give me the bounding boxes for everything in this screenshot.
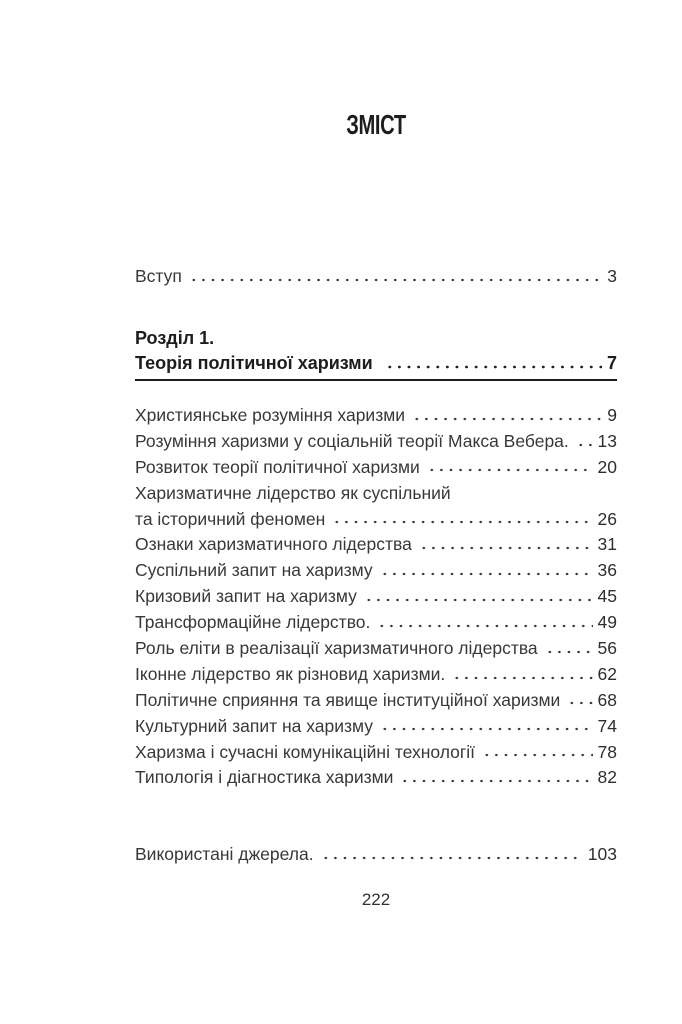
toc-entry-label: Роль еліти в реалізації харизматичного л…	[135, 638, 538, 659]
page-number: 3	[607, 266, 617, 286]
dot-leader	[363, 588, 593, 603]
toc-entry: Ознаки харизматичного лідерства 31	[135, 532, 617, 558]
page-number: 74	[597, 715, 617, 736]
toc-intro-row: Вступ 3	[135, 264, 617, 290]
toc-intro-label: Вступ	[135, 266, 182, 286]
toc-entry-label: Харизматичне лідерство як суспільний	[135, 482, 451, 503]
dot-leader	[452, 665, 593, 680]
toc-entry: Культурний запит на харизму 74	[135, 714, 617, 740]
dot-leader	[188, 268, 603, 282]
dot-leader	[384, 355, 602, 369]
toc-entry-label: Трансформаційне лідерство.	[135, 612, 371, 633]
dot-leader	[567, 691, 593, 706]
page-number: 49	[597, 612, 617, 633]
toc-entry: Роль еліти в реалізації харизматичного л…	[135, 636, 617, 662]
toc-entry: Розуміння харизми у соціальній теорії Ма…	[135, 429, 617, 455]
page-number: 56	[597, 638, 617, 659]
dot-leader	[426, 458, 593, 473]
toc-entry-label: Типологія і діагностика харизми	[135, 767, 394, 788]
toc-entry: Трансформаційне лідерство. 49	[135, 610, 617, 636]
dot-leader	[412, 407, 603, 421]
toc-sources-label: Використані джерела.	[135, 844, 314, 864]
toc-entry-label: Харизма і сучасні комунікаційні технолог…	[135, 741, 476, 762]
dot-leader	[332, 510, 593, 525]
toc-entry: Кризовий запит на харизму 45	[135, 584, 617, 610]
toc-entry: Іконне лідерство як різновид харизми. 62	[135, 662, 617, 688]
toc-entry: та історичний феномен 26	[135, 507, 617, 533]
toc-entry-label: Суспільний запит на харизму	[135, 560, 373, 581]
toc-entry-label: Кризовий запит на харизму	[135, 586, 357, 607]
toc-entry: Розвиток теорії політичної харизми 20	[135, 455, 617, 481]
toc-entry-label: та історичний феномен	[135, 508, 326, 529]
page-number: 68	[597, 689, 617, 710]
page-number: 103	[587, 844, 617, 864]
toc-entry-wrap-line: Харизматичне лідерство як суспільний	[135, 481, 617, 507]
toc-entry: Християнське розуміння харизми 9	[135, 403, 617, 429]
page-number: 7	[606, 353, 617, 373]
page-number: 31	[597, 534, 617, 555]
toc-entry-label: Розвиток теорії політичної харизми	[135, 456, 420, 477]
toc-entry: Політичне сприяння та явище інституційно…	[135, 688, 617, 714]
dot-leader	[320, 846, 583, 860]
toc-entry: Типологія і діагностика харизми 82	[135, 765, 617, 791]
chapter-number-heading: Розділ 1.	[135, 328, 215, 348]
page-number: 45	[597, 586, 617, 607]
dot-leader	[400, 769, 593, 784]
page-number: 36	[597, 560, 617, 581]
toc-entry-label: Християнське розуміння харизми	[135, 405, 406, 425]
toc-entry-label: Іконне лідерство як різновид харизми.	[135, 663, 446, 684]
toc-entry: Суспільний запит на харизму 36	[135, 558, 617, 584]
toc-entry-label: Розуміння харизми у соціальній теорії Ма…	[135, 430, 569, 451]
page-number: 82	[597, 767, 617, 788]
page-number: 78	[597, 741, 617, 762]
dot-leader	[379, 562, 593, 577]
toc-entry-label: Ознаки харизматичного лідерства	[135, 534, 412, 555]
folio-page-number: 222	[361, 890, 391, 909]
toc-entry-label: Культурний запит на харизму	[135, 715, 374, 736]
dot-leader	[380, 717, 593, 732]
toc-entries-list: Християнське розуміння харизми 9 Розумін…	[135, 403, 617, 791]
dot-leader	[482, 743, 593, 758]
page-number: 20	[597, 456, 617, 477]
page-number: 13	[597, 430, 617, 451]
dot-leader	[544, 640, 593, 655]
page-number: 62	[597, 663, 617, 684]
toc-entry: Харизма і сучасні комунікаційні технолог…	[135, 740, 617, 766]
page-number: 26	[597, 508, 617, 529]
dot-leader	[575, 432, 593, 447]
dot-leader	[377, 614, 593, 629]
toc-sources-row: Використані джерела. 103	[135, 842, 617, 868]
toc-entry-label: Політичне сприяння та явище інституційно…	[135, 689, 561, 710]
chapter-title-row: Теорія політичної харизми 7	[135, 351, 617, 376]
page-number: 9	[607, 405, 617, 425]
chapter-title-label: Теорія політичної харизми	[135, 353, 373, 373]
page-title: ЗМІСТ	[346, 109, 406, 140]
section-divider-rule	[135, 379, 617, 381]
dot-leader	[418, 536, 593, 551]
